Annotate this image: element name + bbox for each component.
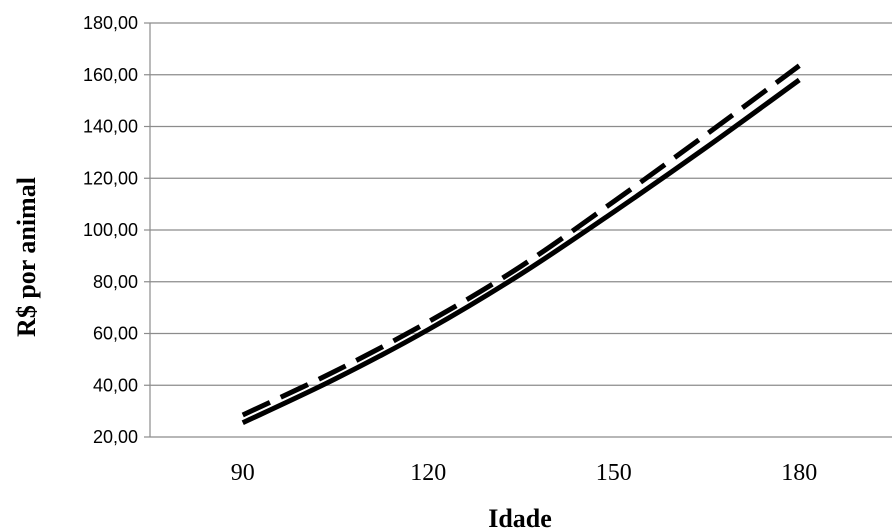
y-tick-label: 140,00 (83, 117, 138, 137)
x-tick-label: 180 (781, 460, 817, 486)
y-tick-label: 80,00 (93, 272, 138, 292)
x-tick-label: 120 (410, 460, 446, 486)
y-axis-label: R$ por animal (12, 177, 41, 337)
x-tick-label: 150 (596, 460, 632, 486)
gridlines (150, 22, 892, 386)
series-line-solid (241, 77, 801, 426)
y-tick-label: 40,00 (93, 375, 138, 395)
y-tick-label: 100,00 (83, 220, 138, 240)
x-tick-label: 90 (231, 460, 255, 486)
x-axis-label: Idade (488, 504, 552, 532)
y-tick-label: 120,00 (83, 168, 138, 188)
series-line-dashed (241, 63, 801, 418)
x-tick-labels: 90 120 150 180 (231, 460, 818, 486)
y-tick-labels: 20,00 40,00 60,00 80,00 100,00 120,00 140,00 16… (83, 13, 138, 447)
axes (144, 22, 892, 438)
y-tick-label: 20,00 (93, 427, 138, 447)
y-tick-label: 160,00 (83, 65, 138, 85)
y-tick-label: 60,00 (93, 324, 138, 344)
y-tick-label: 180,00 (83, 13, 138, 33)
series-lines (241, 63, 801, 426)
